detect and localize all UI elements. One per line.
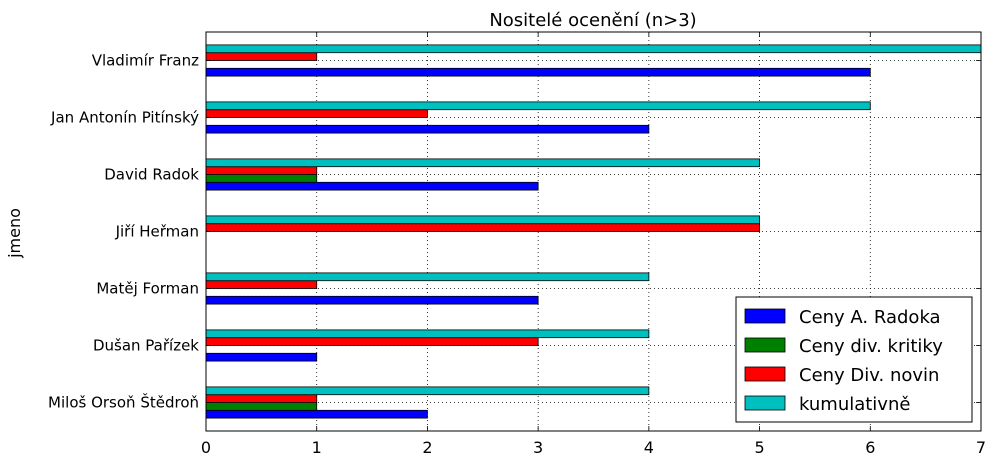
bar [205, 337, 539, 346]
bar [205, 409, 428, 419]
x-tick-label: 0 [201, 438, 211, 457]
bar [205, 158, 760, 168]
legend-label: Ceny div. kritiky [799, 336, 943, 357]
bar [205, 295, 539, 305]
bar [205, 394, 318, 403]
x-tick-label: 6 [865, 438, 875, 457]
bar [205, 329, 650, 339]
legend: Ceny A. Radoka Ceny div. kritiky Ceny Div.… [735, 296, 973, 423]
bar [205, 109, 428, 118]
y-tick-label: Jiří Heřman [115, 223, 199, 241]
plot-area: Vladimír Franz Jan Antonín Pitínský David … [48, 31, 986, 457]
x-tick-label: 4 [644, 438, 654, 457]
y-tick-label: Miloš Orsoň Štědroň [48, 393, 199, 412]
bar [205, 124, 650, 134]
plot-frame [205, 31, 982, 432]
bar [205, 272, 650, 282]
x-tick-label: 2 [422, 438, 432, 457]
y-tick-label: Dušan Pařízek [93, 337, 199, 355]
legend-swatch [744, 308, 786, 324]
legend-label: kumulativně [799, 394, 910, 415]
y-tick-label: Matěj Forman [96, 280, 199, 298]
y-axis-label: jmeno [5, 208, 24, 259]
legend-swatch [744, 395, 786, 411]
bar [205, 101, 871, 111]
x-tick-label: 7 [976, 438, 986, 457]
legend-swatch [744, 337, 786, 353]
bar [205, 67, 871, 77]
bar [205, 52, 318, 61]
bar [205, 215, 760, 225]
legend-swatch [744, 366, 786, 382]
chart-title: Nositelé ocenění (n>3) [489, 10, 696, 31]
bar [205, 280, 318, 289]
legend-label: Ceny Div. novin [799, 365, 939, 386]
bar [205, 402, 318, 411]
bar [205, 174, 318, 183]
x-tick-label: 3 [533, 438, 543, 457]
legend-label: Ceny A. Radoka [799, 307, 941, 328]
x-tick-label: 5 [754, 438, 764, 457]
x-tick-label: 1 [312, 438, 322, 457]
bar [205, 386, 650, 396]
bar [205, 223, 760, 232]
bar [205, 44, 982, 54]
y-tick-label: Jan Antonín Pitínský [50, 109, 199, 127]
bar [205, 352, 318, 362]
bar [205, 166, 318, 175]
y-tick-label: David Radok [104, 166, 199, 184]
y-tick-label: Vladimír Franz [92, 52, 199, 70]
bar [205, 181, 539, 191]
